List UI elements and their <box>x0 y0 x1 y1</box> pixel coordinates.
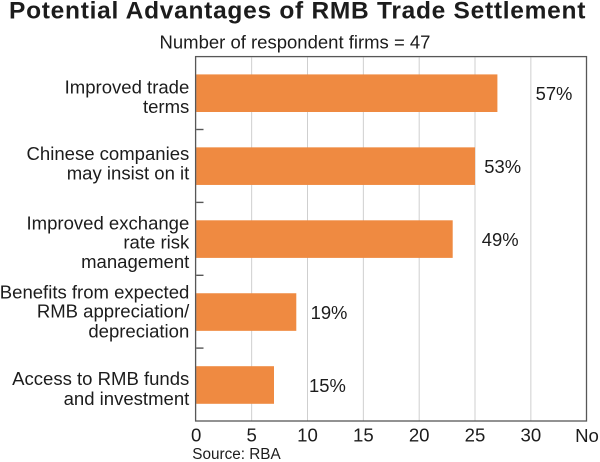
svg-text:Improved exchange: Improved exchange <box>27 212 190 233</box>
svg-text:49%: 49% <box>482 229 519 250</box>
svg-text:19%: 19% <box>311 302 348 323</box>
svg-text:management: management <box>81 251 190 272</box>
svg-text:terms: terms <box>143 96 189 117</box>
svg-text:Number of respondent firms = 4: Number of respondent firms = 47 <box>160 32 431 53</box>
svg-text:20: 20 <box>409 424 430 445</box>
svg-text:depreciation: depreciation <box>88 320 189 341</box>
svg-text:30: 30 <box>521 424 542 445</box>
svg-text:Improved trade: Improved trade <box>65 77 190 98</box>
svg-text:and investment: and investment <box>64 388 191 409</box>
svg-text:RMB appreciation/: RMB appreciation/ <box>37 301 190 322</box>
svg-text:may insist on it: may insist on it <box>67 163 190 184</box>
svg-text:Chinese companies: Chinese companies <box>27 143 190 164</box>
svg-text:15%: 15% <box>309 375 346 396</box>
svg-text:25: 25 <box>465 424 486 445</box>
svg-text:53%: 53% <box>484 156 521 177</box>
svg-text:Source: RBA: Source: RBA <box>192 446 281 462</box>
svg-text:Potential Advantages of RMB Tr: Potential Advantages of RMB Trade Settle… <box>9 0 586 25</box>
svg-text:5: 5 <box>246 424 256 445</box>
svg-text:10: 10 <box>297 424 318 445</box>
svg-text:Access to RMB funds: Access to RMB funds <box>12 368 189 389</box>
svg-text:0: 0 <box>191 424 201 445</box>
svg-text:rate risk: rate risk <box>123 232 190 253</box>
svg-text:Benefits from expected: Benefits from expected <box>0 281 189 302</box>
svg-text:No: No <box>575 425 599 446</box>
svg-text:15: 15 <box>353 424 374 445</box>
svg-text:57%: 57% <box>536 83 573 104</box>
